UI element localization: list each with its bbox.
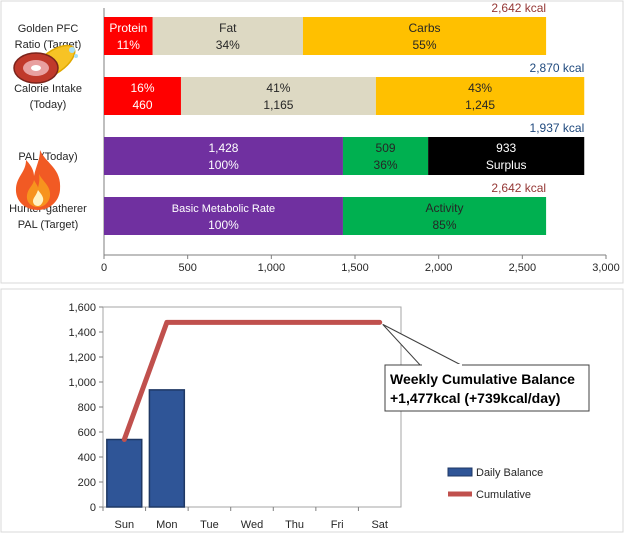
row-total-label: 1,937 kcal	[530, 121, 585, 135]
segment-data-label: 34%	[216, 38, 240, 52]
segment-data-label: Protein	[109, 21, 147, 35]
plot-area-frame	[102, 306, 402, 508]
y-tick-label: 1,400	[68, 327, 96, 339]
stacked-bar-segment	[375, 77, 585, 115]
x-tick-label: Wed	[241, 519, 263, 531]
daily-balance-bar	[148, 389, 186, 508]
x-tick-label: Sat	[371, 519, 388, 531]
stacked-bar-segment	[104, 137, 343, 175]
top-chart-border	[0, 0, 624, 284]
y-tick-label: 400	[78, 452, 96, 464]
y-tick-label: 600	[78, 427, 96, 439]
top-x-tick-label: 1,000	[258, 262, 286, 274]
segment-data-label: Basic Metabolic Rate	[172, 203, 275, 215]
segment-data-label: 1,428	[208, 141, 238, 155]
segment-data-label: Surplus	[486, 158, 527, 172]
top-x-tick-label: 0	[101, 262, 107, 274]
flame-icon	[15, 150, 61, 210]
legend-swatch-daily-balance	[447, 467, 473, 477]
segment-data-label: 85%	[433, 218, 457, 232]
row-label: Calorie Intake	[14, 83, 82, 95]
segment-data-label: 100%	[208, 218, 239, 232]
stacked-bar-segment	[152, 17, 303, 55]
x-tick-label: Tue	[200, 519, 219, 531]
top-x-tick-label: 1,500	[341, 262, 369, 274]
segment-data-label: Activity	[426, 201, 464, 215]
stacked-bar-segment	[104, 17, 153, 55]
row-total-label: 2,642 kcal	[491, 181, 546, 195]
row-label: PAL (Target)	[18, 219, 79, 231]
x-tick-label: Sun	[114, 519, 134, 531]
stacked-bar-segment	[428, 137, 585, 175]
segment-data-label: 11%	[117, 38, 140, 52]
segment-data-label: 41%	[266, 81, 290, 95]
segment-data-label: 55%	[413, 38, 437, 52]
row-label: Golden PFC	[18, 23, 79, 35]
segment-data-label: 36%	[374, 158, 398, 172]
y-tick-label: 1,600	[68, 302, 96, 314]
stacked-bar-segment	[342, 197, 547, 235]
callout-annotation-text: +1,477kcal (+739kcal/day)	[390, 390, 560, 406]
stacked-bar-segment	[104, 77, 181, 115]
top-x-tick-label: 2,000	[425, 262, 453, 274]
y-tick-label: 800	[78, 402, 96, 414]
row-label: (Today)	[30, 99, 67, 111]
y-tick-label: 1,200	[68, 352, 96, 364]
top-x-tick-label: 2,500	[509, 262, 537, 274]
x-tick-label: Fri	[331, 519, 344, 531]
steak-and-banana-icon	[13, 44, 78, 84]
stacked-bar-segment	[342, 137, 429, 175]
bottom-chart-border	[0, 288, 624, 533]
segment-data-label: 933	[496, 141, 516, 155]
top-x-tick-label: 3,000	[592, 262, 620, 274]
segment-data-label: 509	[376, 141, 396, 155]
segment-data-label: 100%	[208, 158, 239, 172]
stacked-bar-segment	[180, 77, 376, 115]
segment-data-label: 1,245	[465, 98, 495, 112]
y-tick-label: 1,000	[68, 377, 96, 389]
row-label: PAL (Today)	[18, 151, 77, 163]
segment-data-label: 1,165	[263, 98, 293, 112]
segment-data-label: 43%	[468, 81, 492, 95]
stacked-bar-segment	[104, 197, 343, 235]
segment-data-label: Fat	[219, 21, 237, 35]
legend-label-daily-balance: Daily Balance	[476, 467, 543, 479]
x-tick-label: Mon	[156, 519, 177, 531]
legend-label-cumulative: Cumulative	[476, 489, 531, 501]
x-tick-label: Thu	[285, 519, 304, 531]
top-x-tick-label: 500	[178, 262, 196, 274]
callout-pointer	[382, 323, 464, 367]
bottom-chart-marks: 0 200 400 600 800 1,000 1,200 1,400 1,600 Sun Mon T…	[0, 288, 624, 533]
segment-data-label: Carbs	[409, 21, 441, 35]
row-total-label: 2,870 kcal	[530, 61, 585, 75]
segment-data-label: 460	[132, 98, 152, 112]
daily-balance-bar	[106, 438, 143, 508]
callout-box	[384, 364, 590, 412]
y-tick-label: 200	[78, 477, 96, 489]
callout-annotation-text: Weekly Cumulative Balance	[390, 371, 575, 387]
y-tick-label: 0	[90, 502, 96, 514]
stacked-bar-segment	[302, 17, 547, 55]
row-total-label: 2,642 kcal	[491, 1, 546, 15]
cumulative-line	[121, 319, 383, 442]
segment-data-label: 16%	[130, 81, 154, 95]
